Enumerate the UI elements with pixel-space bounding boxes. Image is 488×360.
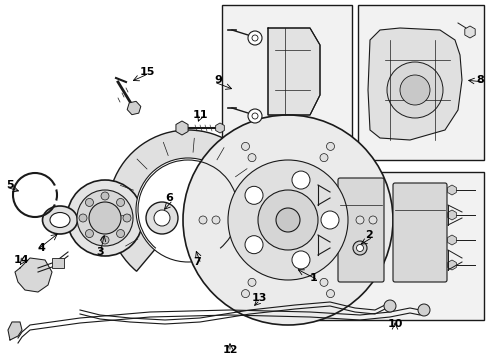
Circle shape: [356, 244, 363, 252]
Bar: [305, 172, 483, 320]
Circle shape: [251, 113, 258, 119]
Circle shape: [244, 186, 263, 204]
Circle shape: [227, 160, 347, 280]
Text: 11: 11: [192, 110, 207, 120]
Circle shape: [247, 31, 262, 45]
Ellipse shape: [50, 212, 70, 228]
Polygon shape: [15, 258, 52, 292]
Circle shape: [251, 35, 258, 41]
Circle shape: [386, 62, 442, 118]
Circle shape: [199, 216, 206, 224]
Text: 14: 14: [14, 255, 30, 265]
Circle shape: [247, 154, 256, 162]
Text: 9: 9: [214, 75, 222, 85]
Circle shape: [77, 190, 133, 246]
Text: 2: 2: [364, 230, 372, 240]
Ellipse shape: [42, 206, 77, 234]
Text: 7: 7: [193, 257, 201, 267]
Circle shape: [85, 230, 93, 238]
Polygon shape: [267, 28, 319, 115]
Text: 5: 5: [6, 180, 14, 190]
Circle shape: [136, 158, 240, 262]
Circle shape: [183, 115, 392, 325]
Text: 13: 13: [251, 293, 267, 303]
Text: 10: 10: [386, 319, 402, 329]
Polygon shape: [367, 28, 461, 140]
Circle shape: [383, 300, 395, 312]
Circle shape: [212, 216, 220, 224]
Circle shape: [247, 278, 256, 286]
Circle shape: [67, 180, 142, 256]
Circle shape: [101, 192, 109, 200]
Circle shape: [241, 289, 249, 298]
Circle shape: [85, 198, 93, 206]
FancyBboxPatch shape: [337, 178, 383, 282]
Circle shape: [355, 216, 363, 224]
Text: 8: 8: [475, 75, 483, 85]
Circle shape: [319, 278, 327, 286]
Circle shape: [258, 190, 317, 250]
Text: 15: 15: [140, 67, 155, 77]
Circle shape: [146, 202, 178, 234]
Circle shape: [116, 198, 124, 206]
Text: 4: 4: [37, 243, 45, 253]
Circle shape: [326, 143, 334, 150]
Bar: [357, 5, 483, 160]
Circle shape: [116, 230, 124, 238]
Polygon shape: [8, 322, 22, 340]
Circle shape: [275, 208, 299, 232]
Circle shape: [79, 214, 87, 222]
Circle shape: [123, 214, 131, 222]
Circle shape: [319, 154, 327, 162]
Wedge shape: [108, 130, 267, 271]
Circle shape: [291, 251, 309, 269]
Circle shape: [352, 241, 366, 255]
Bar: [52, 258, 64, 268]
Circle shape: [368, 216, 376, 224]
Circle shape: [320, 211, 338, 229]
Circle shape: [291, 171, 309, 189]
Text: 3: 3: [96, 247, 103, 257]
Bar: [222, 5, 351, 160]
FancyBboxPatch shape: [392, 183, 446, 282]
Circle shape: [241, 143, 249, 150]
Text: 1: 1: [309, 273, 317, 283]
Circle shape: [326, 289, 334, 298]
Circle shape: [417, 304, 429, 316]
Circle shape: [399, 75, 429, 105]
Circle shape: [244, 236, 263, 254]
Circle shape: [89, 202, 121, 234]
Text: 12: 12: [222, 345, 237, 355]
Circle shape: [154, 210, 170, 226]
Circle shape: [101, 236, 109, 244]
Circle shape: [247, 109, 262, 123]
Text: 6: 6: [164, 193, 173, 203]
